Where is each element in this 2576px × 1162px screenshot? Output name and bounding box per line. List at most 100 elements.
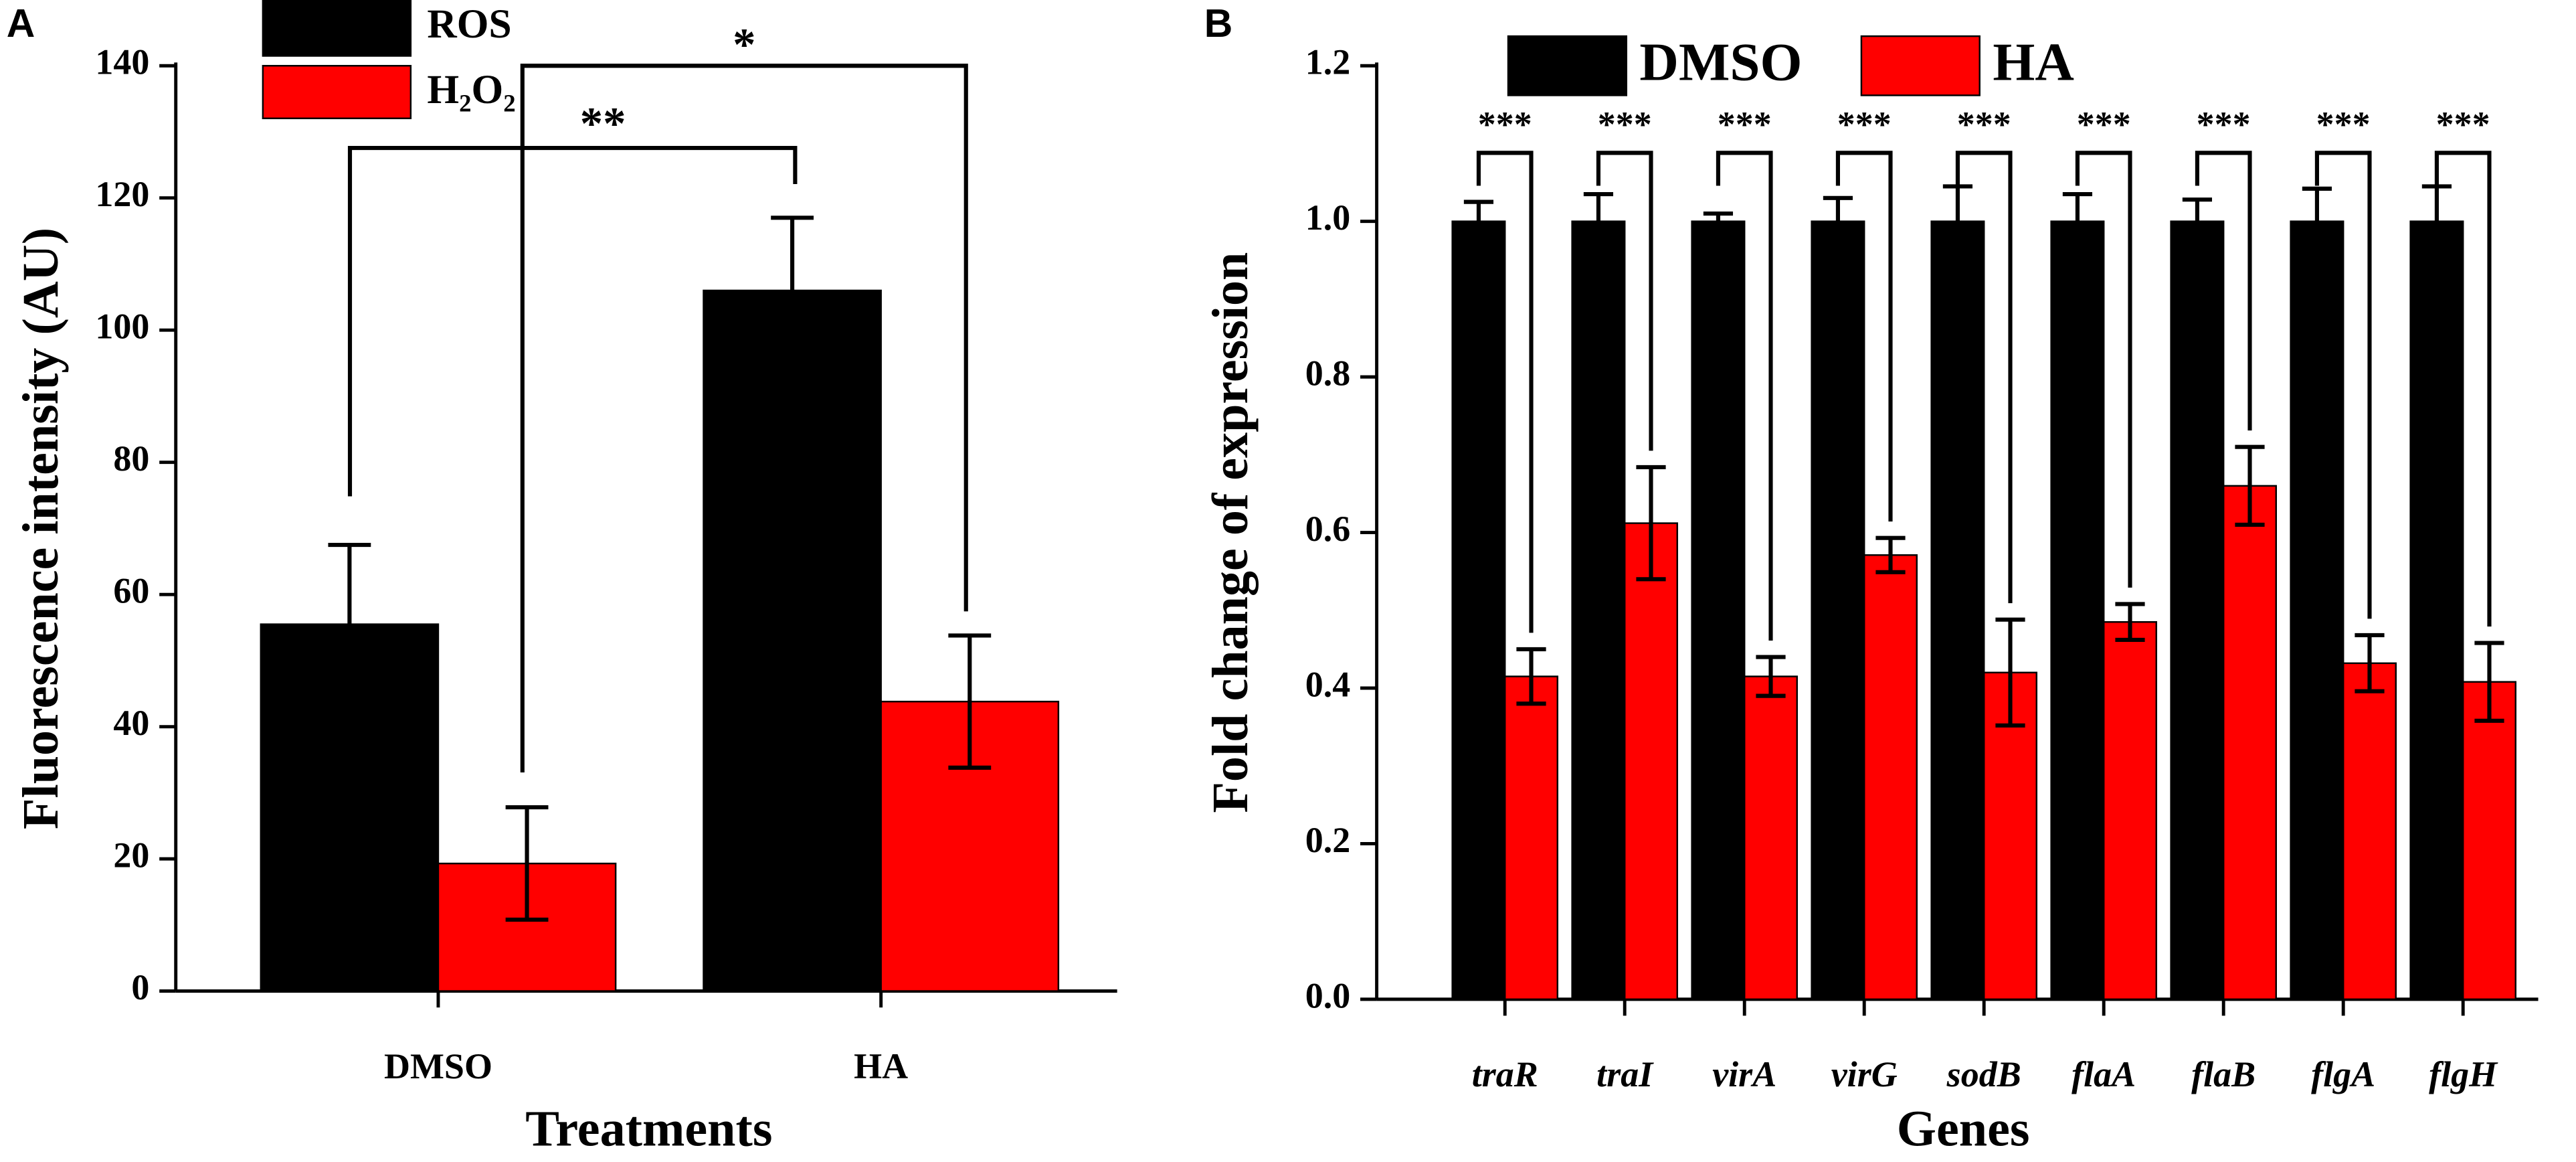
x-axis-title: Treatments xyxy=(525,1101,772,1157)
bar xyxy=(1451,220,1506,1001)
bar xyxy=(2170,220,2225,1001)
y-tick-label: 40 xyxy=(113,703,149,743)
error-bar xyxy=(1516,647,1546,706)
x-tick-label: flaB xyxy=(2191,1054,2256,1094)
legend-label: HA xyxy=(1993,31,2074,92)
significance-bracket xyxy=(1835,151,1893,522)
bar xyxy=(1930,220,1985,1001)
significance-bracket xyxy=(1716,151,1773,641)
error-bar xyxy=(948,633,992,770)
bar xyxy=(2342,662,2397,1001)
bar xyxy=(1571,220,1626,1001)
y-tick-label: 0 xyxy=(131,967,149,1007)
y-tick-label: 100 xyxy=(95,307,149,347)
y-tick-label: 1.0 xyxy=(1305,197,1351,238)
significance-bracket xyxy=(1476,151,1534,633)
legend-label: DMSO xyxy=(1639,31,1802,92)
bar xyxy=(1691,220,1746,1001)
error-bar xyxy=(2421,184,2452,259)
y-tick-label: 20 xyxy=(113,835,149,876)
error-bar xyxy=(2182,197,2213,246)
significance-bracket xyxy=(1955,151,2013,604)
y-tick-label: 120 xyxy=(95,174,149,214)
x-tick-label: traI xyxy=(1596,1054,1654,1094)
error-bar xyxy=(1823,195,1853,247)
bar xyxy=(2462,681,2516,1001)
legend-swatch xyxy=(262,0,412,57)
x-tick-label: DMSO xyxy=(384,1046,492,1086)
y-tick-label: 0.2 xyxy=(1305,820,1351,860)
panel-label: B xyxy=(1204,2,1233,46)
significance-label: *** xyxy=(1957,104,2011,145)
significance-label: *** xyxy=(2316,104,2371,145)
legend-swatch xyxy=(262,65,412,120)
legend-swatch xyxy=(1507,35,1628,96)
legend-swatch xyxy=(1860,35,1981,96)
error-bar xyxy=(505,805,549,922)
x-tick-label: traR xyxy=(1472,1054,1538,1094)
bar xyxy=(2050,220,2105,1001)
significance-label: *** xyxy=(1478,104,1532,145)
bar xyxy=(1504,675,1559,1001)
significance-bracket xyxy=(347,145,798,497)
x-axis-title: Genes xyxy=(1897,1101,2030,1157)
y-tick-label: 0.8 xyxy=(1305,353,1351,394)
significance-bracket xyxy=(1596,151,1653,451)
bar xyxy=(703,289,882,992)
bar xyxy=(2222,485,2278,1001)
x-tick-label: sodB xyxy=(1946,1054,2021,1094)
significance-label: ** xyxy=(580,98,626,149)
error-bar xyxy=(2235,444,2265,527)
error-bar xyxy=(2115,602,2145,643)
error-bar xyxy=(2474,641,2504,723)
y-tick-label: 0.0 xyxy=(1305,975,1351,1015)
y-tick-label: 80 xyxy=(113,438,149,479)
error-bar xyxy=(1995,617,2025,728)
error-bar xyxy=(1583,191,1614,251)
bar xyxy=(2409,220,2464,1001)
error-bar xyxy=(1636,465,1666,582)
x-tick-label: flaA xyxy=(2072,1054,2136,1094)
significance-label: *** xyxy=(1718,104,1772,145)
significance-label: *** xyxy=(1837,104,1892,145)
y-tick-label: 1.2 xyxy=(1305,42,1351,82)
x-tick-label: HA xyxy=(854,1046,908,1086)
x-tick-label: virG xyxy=(1831,1054,1898,1094)
significance-bracket xyxy=(2075,151,2132,588)
significance-bracket xyxy=(2314,151,2372,619)
error-bar xyxy=(771,216,814,365)
y-tick-label: 0.4 xyxy=(1305,664,1351,704)
bar xyxy=(2290,220,2344,1001)
error-bar xyxy=(1463,199,1494,243)
significance-label: *** xyxy=(2197,104,2251,145)
error-bar xyxy=(2302,186,2332,256)
x-tick-label: flgH xyxy=(2429,1054,2498,1094)
error-bar xyxy=(2355,633,2385,693)
x-tick-label: virA xyxy=(1712,1054,1776,1094)
y-axis-title: Fold change of expression xyxy=(1202,252,1259,813)
x-tick-label: flgA xyxy=(2311,1054,2375,1094)
bar xyxy=(1811,220,1865,1001)
legend-label: ROS xyxy=(427,1,511,47)
error-bar xyxy=(1942,184,1973,259)
significance-bracket xyxy=(520,64,968,773)
y-tick-label: 60 xyxy=(113,571,149,611)
y-axis-title: Fluorescence intensity (AU) xyxy=(13,228,69,829)
significance-label: *** xyxy=(2077,104,2131,145)
bar xyxy=(1863,554,1918,1001)
bar xyxy=(2102,620,2158,1001)
error-bar xyxy=(328,543,371,706)
y-tick-label: 0.6 xyxy=(1305,509,1351,549)
error-bar xyxy=(1703,211,1734,232)
y-tick-label: 140 xyxy=(95,42,149,82)
significance-label: *** xyxy=(2436,104,2490,145)
panel-label: A xyxy=(7,2,35,46)
significance-label: *** xyxy=(1598,104,1652,145)
error-bar xyxy=(1875,535,1906,574)
error-bar xyxy=(2062,191,2093,251)
bar xyxy=(1623,522,1679,1001)
legend-label: H₂O₂ xyxy=(427,67,515,112)
significance-bracket xyxy=(2434,151,2492,627)
error-bar xyxy=(1756,655,1786,698)
